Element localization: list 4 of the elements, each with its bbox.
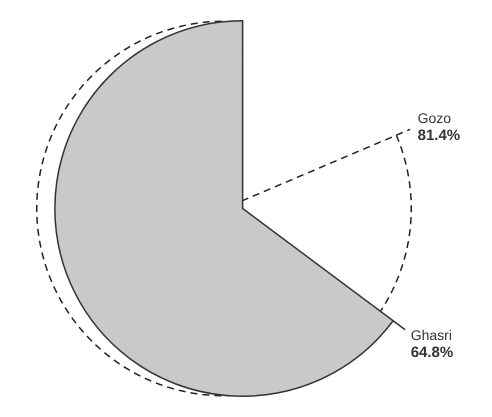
slice-label: Ghasri bbox=[410, 326, 452, 343]
data-label: 81.4% bbox=[418, 126, 460, 144]
slice-label: Gozo bbox=[418, 110, 452, 126]
data-label: 64.8% bbox=[410, 344, 454, 361]
